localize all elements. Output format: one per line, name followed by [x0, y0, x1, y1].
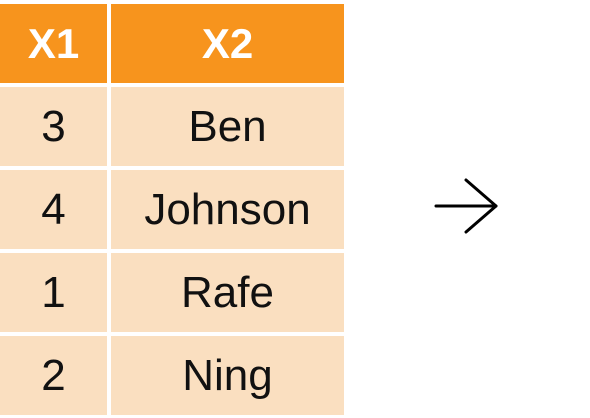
table-cell-x1: 2	[0, 336, 107, 415]
header-cell-x2: X2	[111, 4, 344, 83]
table-cell-x2: Rafe	[111, 253, 344, 332]
data-table: X1 X2 3 Ben 4 Johnson 1 Rafe 2 Ning	[0, 4, 344, 415]
table-cell-x2: Ben	[111, 87, 344, 166]
right-arrow-icon	[434, 178, 498, 234]
table-cell-x2: Ning	[111, 336, 344, 415]
table-cell-x1: 4	[0, 170, 107, 249]
table-cell-x1: 3	[0, 87, 107, 166]
header-cell-x1: X1	[0, 4, 107, 83]
table-cell-x2: Johnson	[111, 170, 344, 249]
table-cell-x1: 1	[0, 253, 107, 332]
